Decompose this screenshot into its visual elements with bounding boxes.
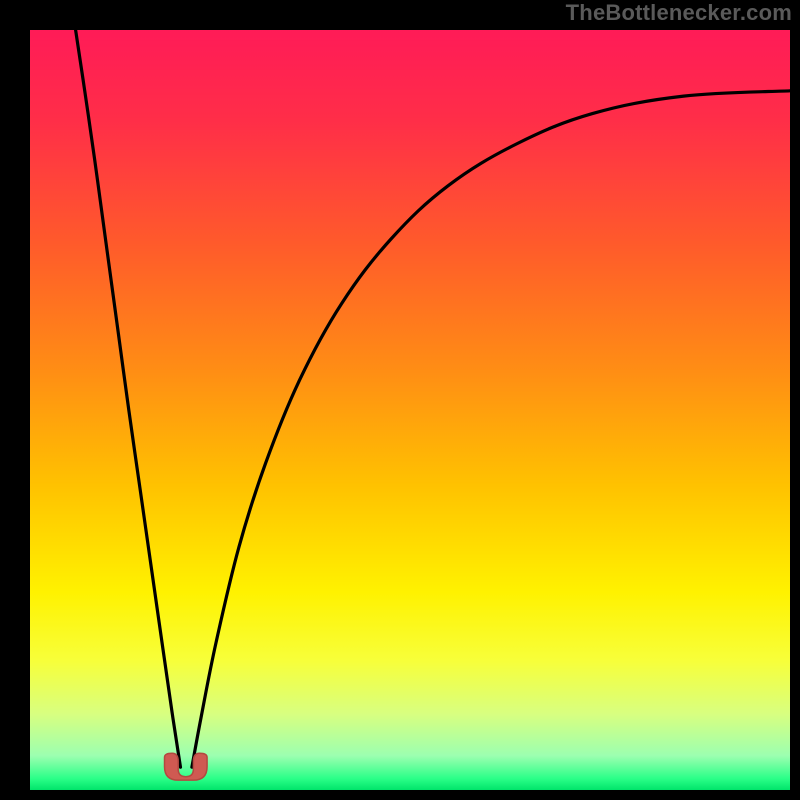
watermark-text: TheBottlenecker.com	[566, 0, 792, 26]
plot-svg	[30, 30, 790, 790]
curve-left-branch	[76, 30, 181, 767]
minimum-marker	[165, 753, 208, 780]
plot-area	[30, 30, 790, 790]
chart-frame: TheBottlenecker.com	[0, 0, 800, 800]
curve-right-branch	[192, 91, 790, 767]
